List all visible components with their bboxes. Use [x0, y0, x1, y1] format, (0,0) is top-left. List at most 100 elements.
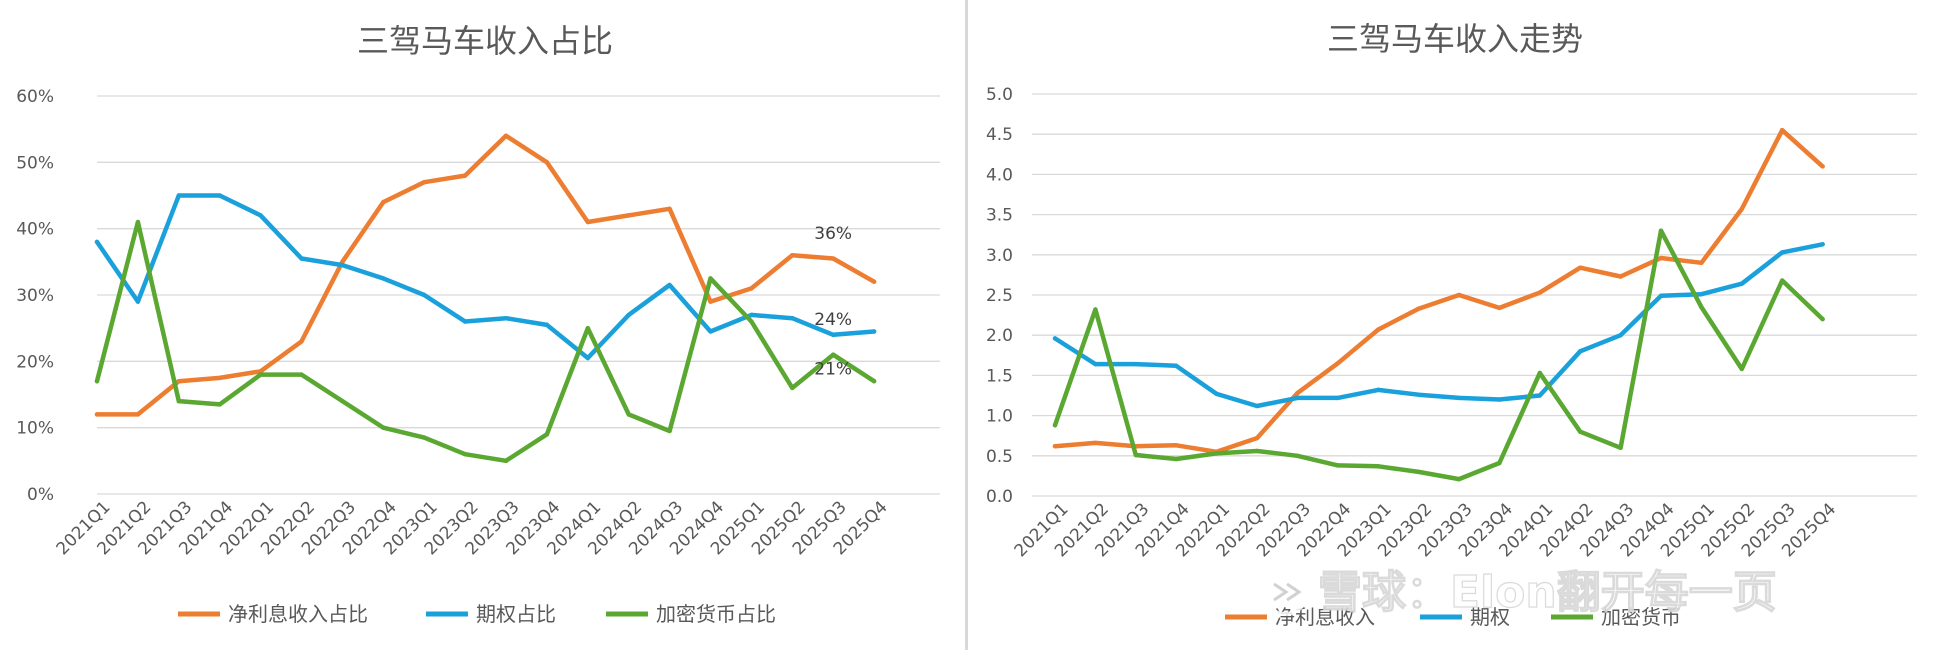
data-point	[381, 425, 386, 430]
data-point	[1174, 363, 1179, 368]
data-point	[1456, 476, 1462, 482]
data-point	[94, 412, 100, 417]
data-point	[1052, 336, 1058, 341]
data-point	[1133, 361, 1139, 367]
data-point	[1699, 260, 1704, 266]
series-line-1	[94, 133, 877, 417]
series-line-2	[1052, 242, 1825, 409]
y-tick-label: 50%	[16, 153, 54, 173]
data-point	[585, 355, 590, 361]
data-point	[708, 276, 713, 281]
data-point	[708, 299, 713, 304]
data-point	[258, 213, 263, 218]
data-point	[790, 385, 795, 391]
data-point	[176, 379, 181, 384]
data-point	[1416, 306, 1421, 311]
data-point	[1416, 469, 1421, 475]
data-point	[217, 402, 222, 407]
data-point	[749, 319, 754, 324]
data-point	[1052, 423, 1058, 428]
data-point	[544, 322, 550, 328]
data-point	[1618, 333, 1623, 338]
data-point	[1578, 429, 1583, 434]
data-point	[1820, 316, 1825, 322]
income-share-chart: 三驾马车收入占比0%10%20%30%40%50%60%2021Q12021Q2…	[16, 22, 940, 626]
series-line-1	[1052, 127, 1825, 455]
data-point	[1658, 293, 1664, 299]
data-point	[1214, 391, 1219, 397]
data-point	[299, 256, 304, 261]
data-point	[381, 276, 386, 281]
data-point	[626, 213, 631, 218]
data-point	[749, 286, 754, 291]
y-tick-label: 0.0	[986, 487, 1013, 507]
data-point	[667, 282, 672, 288]
data-point	[626, 412, 631, 417]
data-point	[1780, 127, 1785, 133]
y-tick-label: 2.0	[986, 326, 1013, 346]
data-point	[1093, 440, 1098, 446]
data-point	[1618, 274, 1623, 279]
data-point	[1214, 451, 1219, 456]
y-tick-label: 1.0	[986, 407, 1013, 427]
data-point	[299, 372, 304, 377]
data-point	[1537, 290, 1543, 295]
data-point	[1820, 164, 1825, 169]
data-point	[749, 312, 754, 318]
data-point	[1456, 395, 1462, 401]
data-point	[1416, 392, 1421, 397]
watermark-text: 雪球：Elon翻开每一页	[1318, 567, 1777, 618]
series-line-2	[94, 193, 877, 361]
data-point	[1537, 393, 1543, 398]
data-point	[790, 253, 795, 258]
data-point	[1497, 305, 1502, 311]
data-point	[462, 319, 468, 324]
data-point	[1295, 390, 1300, 396]
data-point	[1699, 304, 1704, 310]
data-point	[217, 193, 222, 198]
data-point	[1376, 327, 1381, 332]
data-point	[94, 379, 100, 384]
data-label: 24%	[814, 310, 852, 330]
y-tick-label: 10%	[16, 419, 54, 439]
data-point	[1254, 448, 1260, 454]
data-point	[585, 325, 590, 331]
income-trend-chart: 三驾马车收入走势 0.0 0.5 1.0 1.5 2.0 2.5 3.0 3.5 4.0 4.5 5.…	[986, 20, 1917, 629]
data-point	[422, 292, 427, 298]
data-point	[176, 193, 181, 198]
data-point	[1456, 292, 1462, 298]
data-point	[1376, 464, 1381, 469]
data-point	[1093, 361, 1098, 367]
y-tick-label: 4.0	[986, 165, 1013, 185]
data-point	[1295, 395, 1300, 401]
data-point	[831, 352, 836, 357]
data-point	[1699, 291, 1704, 297]
legend-label: 期权占比	[476, 602, 556, 626]
data-point	[1133, 452, 1139, 458]
data-point	[258, 372, 263, 377]
series-line-3	[94, 219, 877, 464]
y-tick-label: 0%	[27, 485, 54, 505]
data-point	[1335, 395, 1341, 401]
y-tick-label: 30%	[16, 286, 54, 306]
data-point	[1658, 228, 1664, 233]
data-point	[299, 339, 304, 344]
data-point	[1174, 456, 1179, 462]
data-point	[422, 435, 427, 440]
y-tick-label: 1.5	[986, 366, 1013, 386]
data-point	[1537, 370, 1543, 376]
data-point	[544, 432, 550, 437]
data-point	[871, 279, 877, 284]
series-line-3	[1052, 228, 1825, 482]
y-tick-label: 20%	[16, 352, 54, 372]
legend-label: 加密货币	[1601, 605, 1681, 629]
data-point	[1335, 463, 1341, 468]
data-point	[585, 219, 590, 225]
data-label: 36%	[814, 224, 852, 244]
data-label: 21%	[814, 360, 852, 380]
legend-label: 净利息收入占比	[228, 602, 368, 626]
legend-label: 期权	[1470, 605, 1510, 629]
data-point	[1739, 366, 1745, 372]
data-point	[1295, 453, 1300, 458]
